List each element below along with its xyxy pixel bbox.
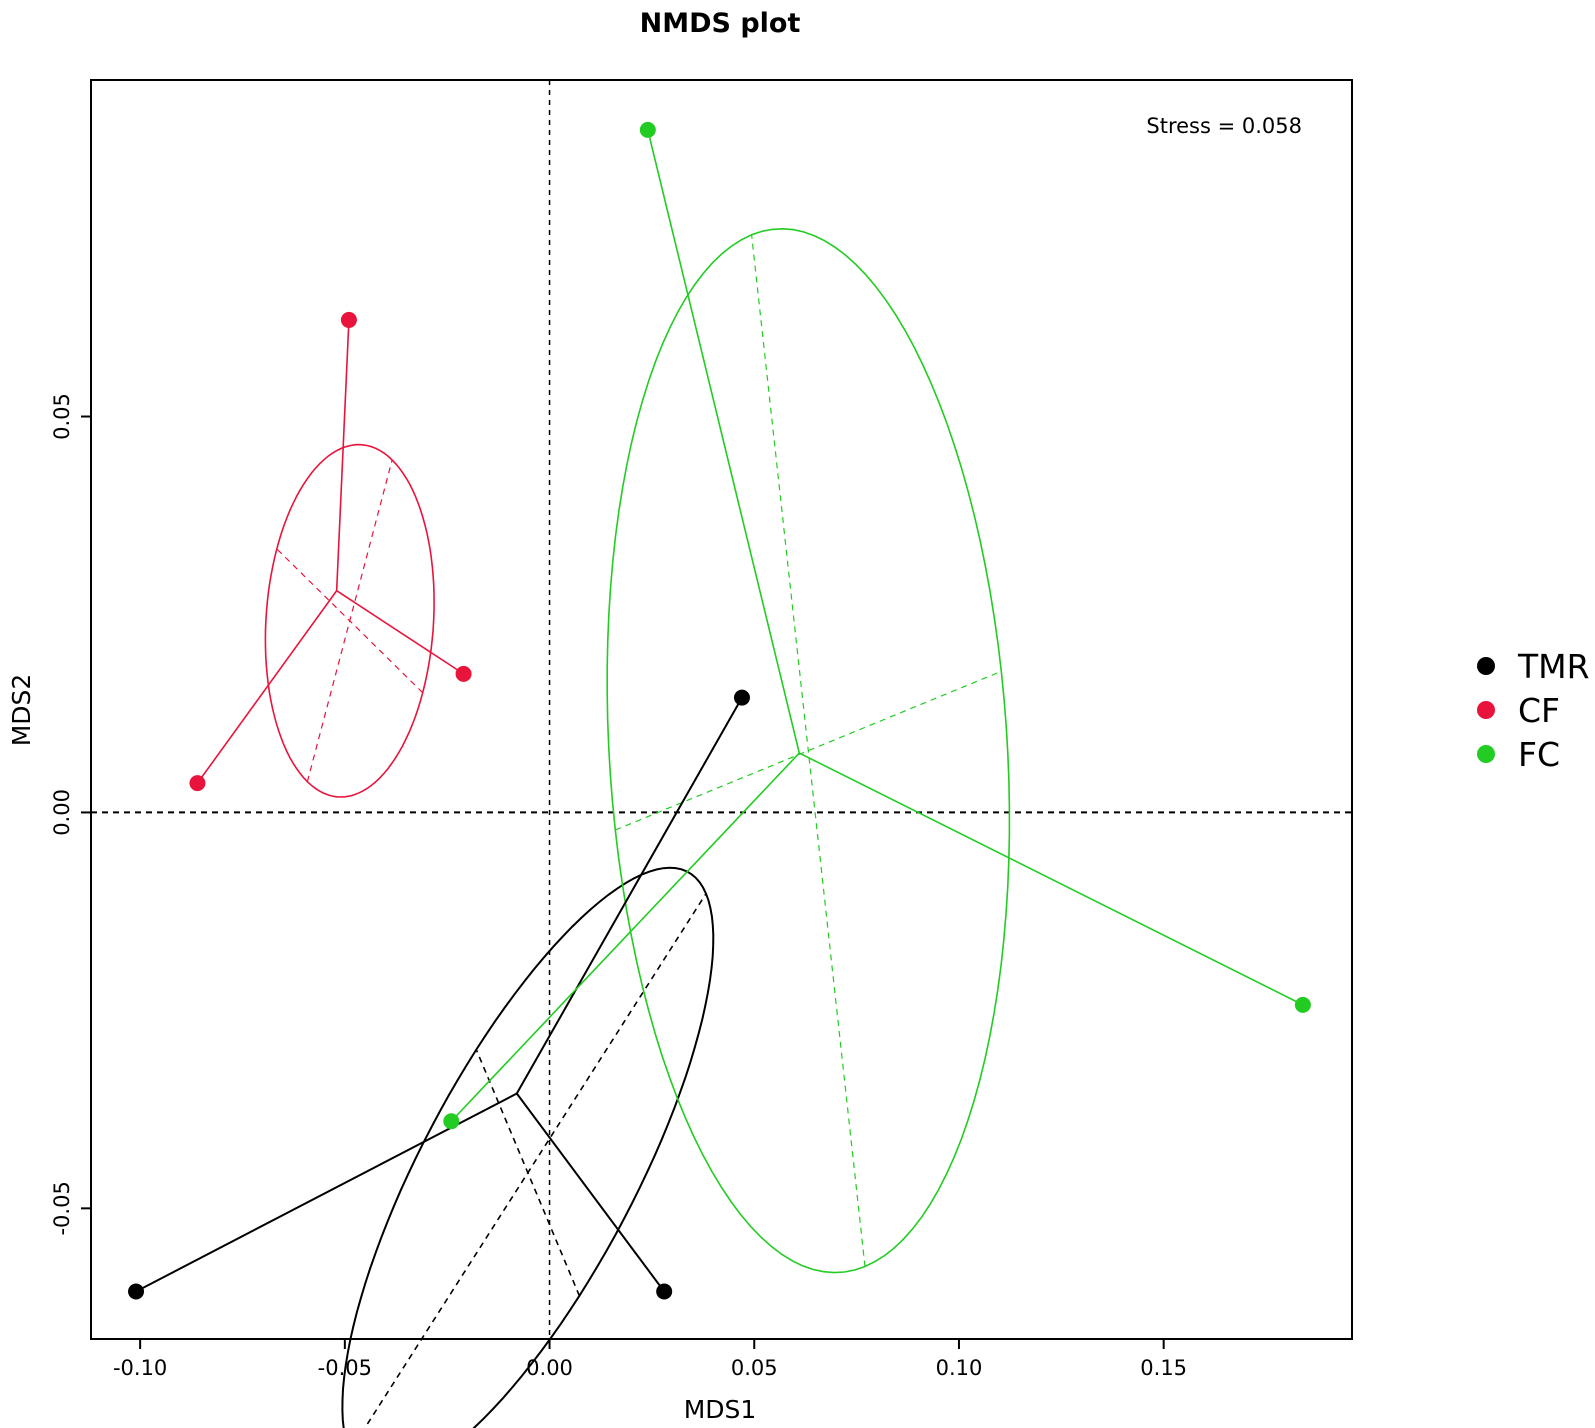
legend-marker-cf xyxy=(1477,701,1495,719)
tmr-point xyxy=(733,689,750,706)
legend-label-tmr: TMR xyxy=(1517,647,1590,686)
stress-annotation: Stress = 0.058 xyxy=(1146,114,1302,138)
x-tick-label: -0.05 xyxy=(318,1356,372,1380)
legend-label-fc: FC xyxy=(1518,735,1560,774)
y-axis: -0.05 0.00 0.05 xyxy=(50,393,91,1236)
y-axis-title: MDS2 xyxy=(7,674,36,747)
cf-spider-line xyxy=(335,319,350,591)
legend: TMR CF FC xyxy=(1477,647,1590,774)
cf-point xyxy=(189,775,206,792)
cf-ellipse xyxy=(264,443,435,798)
cf-point xyxy=(455,665,472,682)
cf-spider-line xyxy=(196,590,338,784)
x-tick-label: 0.05 xyxy=(731,1356,778,1380)
fc-spider-line xyxy=(798,752,1304,1006)
plot-frame xyxy=(90,79,1353,1340)
legend-marker-tmr xyxy=(1477,657,1495,675)
tmr-spider-line xyxy=(135,1092,518,1293)
x-axis: -0.10 -0.05 0.00 0.05 0.10 0.15 xyxy=(113,1339,1187,1380)
y-tick-label: 0.00 xyxy=(50,789,74,836)
x-tick-label: 0.00 xyxy=(526,1356,573,1380)
y-tick-label: 0.05 xyxy=(50,393,74,440)
fc-spider-line xyxy=(647,129,801,754)
tmr-spider-line xyxy=(515,1092,665,1293)
cf-spider-line xyxy=(336,590,465,675)
spider-lines xyxy=(135,129,1304,1293)
legend-label-cf: CF xyxy=(1518,691,1560,730)
confidence-ellipses xyxy=(264,227,1011,1428)
tmr-point xyxy=(656,1283,673,1300)
fc-ellipse-minor-axis xyxy=(751,234,866,1267)
fc-spider-line xyxy=(450,752,800,1122)
y-tick-label: -0.05 xyxy=(50,1181,74,1235)
x-tick-label: 0.15 xyxy=(1140,1356,1187,1380)
fc-point xyxy=(443,1113,460,1130)
x-tick-label: 0.10 xyxy=(936,1356,983,1380)
x-axis-title: MDS1 xyxy=(684,1395,757,1424)
tmr-ellipse-minor-axis xyxy=(475,1049,581,1297)
tmr-spider-line xyxy=(515,697,743,1095)
fc-ellipse-major-axis xyxy=(615,670,1002,831)
reference-lines xyxy=(91,80,1352,1339)
tmr-ellipse xyxy=(341,866,715,1428)
x-tick-label: -0.10 xyxy=(113,1356,167,1380)
tmr-point xyxy=(128,1283,145,1300)
legend-marker-fc xyxy=(1477,745,1495,763)
cf-ellipse-minor-axis xyxy=(276,548,424,694)
fc-point xyxy=(639,121,656,138)
chart-title: NMDS plot xyxy=(640,8,801,39)
cf-point xyxy=(340,311,357,328)
sample-points xyxy=(128,121,1311,1300)
fc-point xyxy=(1294,996,1311,1013)
